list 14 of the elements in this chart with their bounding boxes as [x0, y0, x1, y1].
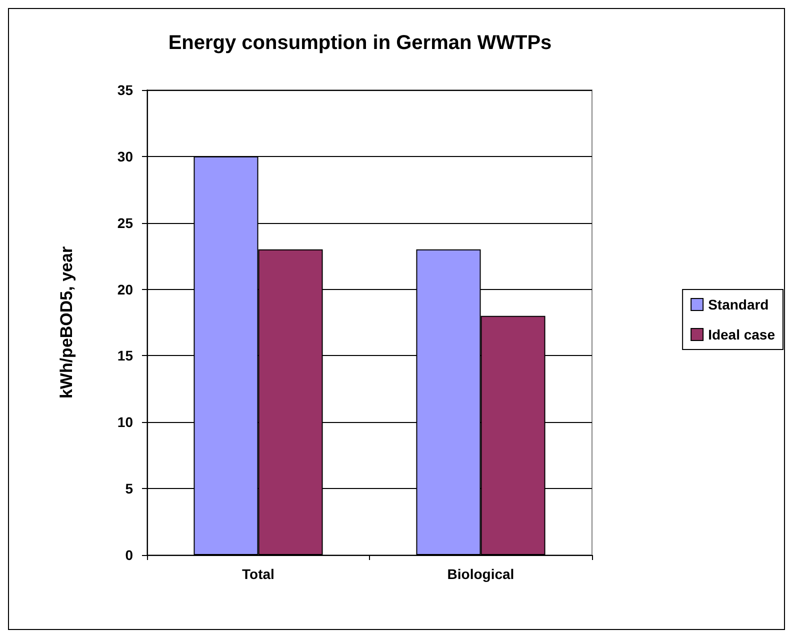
x-tick-label: Biological: [447, 566, 514, 582]
chart-title: Energy consumption in German WWTPs: [168, 32, 552, 54]
y-tick-label: 0: [125, 547, 134, 563]
y-tick-label: 25: [117, 214, 134, 231]
legend-label: Ideal case: [708, 326, 776, 342]
y-tick-label: 35: [117, 82, 134, 98]
x-tick-label: Total: [242, 566, 274, 582]
legend-label: Standard: [708, 296, 769, 312]
y-axis-title: kWh/peBOD5, year: [57, 246, 76, 399]
y-tick-label: 5: [125, 480, 134, 497]
y-tick-label: 20: [117, 281, 134, 298]
y-tick-label: 30: [117, 148, 134, 164]
y-tick-label: 10: [117, 414, 134, 430]
y-tick-label: 15: [117, 348, 134, 364]
